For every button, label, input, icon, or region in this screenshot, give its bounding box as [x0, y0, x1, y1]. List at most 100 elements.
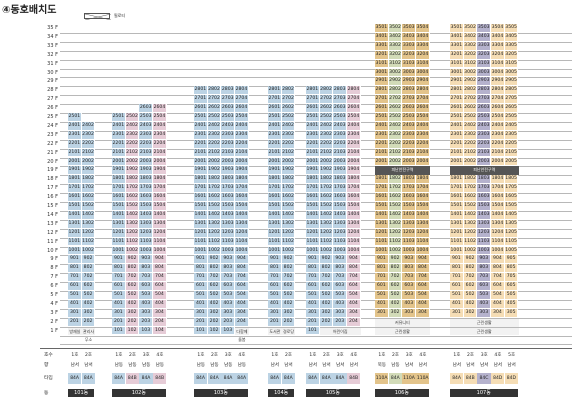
- pilotis-label: 관리사무소: [81, 327, 96, 342]
- unit-cell: 1004: [491, 246, 505, 256]
- unit-cell: 1502: [81, 202, 96, 211]
- unit-cell: 1702: [281, 184, 296, 194]
- unit-cell: 2802: [463, 86, 478, 96]
- unit-cell: 1304: [347, 219, 361, 229]
- unit-cell: 2003: [333, 157, 348, 167]
- unit-cell: 902: [281, 255, 296, 265]
- floor-label: 26 F: [47, 105, 58, 112]
- unit-cell: 1302: [125, 219, 140, 229]
- unit-cell: 2201: [375, 139, 389, 149]
- unit-cell: 2101: [268, 148, 282, 158]
- unit-cell: 1602: [463, 193, 478, 202]
- unit-cell: 1504: [235, 202, 249, 211]
- unit-cell: 3302: [388, 41, 403, 51]
- unit-cell: 2602: [388, 104, 403, 113]
- unit-cell: 1201: [450, 228, 464, 238]
- grid-line: [60, 59, 572, 61]
- type-label: 110A: [375, 373, 389, 384]
- unit-cell: 2503: [333, 113, 348, 122]
- floor-label: 5 F: [50, 292, 58, 298]
- unit-cell: 2402: [207, 121, 222, 131]
- unit-cell: 1402: [463, 210, 478, 220]
- pilotis-legend-box: [84, 13, 111, 20]
- unit-cell: 601: [375, 282, 389, 291]
- type-label: 84A: [112, 373, 126, 384]
- unit-cell: 804: [153, 264, 167, 274]
- unit-cell: 3301: [375, 41, 389, 51]
- unit-cell: 2504: [491, 113, 505, 122]
- unit-cell: 1504: [153, 202, 167, 211]
- floor-label: 32 F: [47, 51, 58, 58]
- unit-line-label: 4호: [350, 353, 358, 358]
- unit-cell: 504: [347, 291, 361, 300]
- type-label: 84A: [281, 373, 295, 384]
- floor-label: 25 F: [47, 114, 58, 120]
- unit-cell: 302: [81, 308, 96, 318]
- unit-cell: 2301: [112, 130, 126, 140]
- unit-cell: 2002: [319, 157, 334, 167]
- unit-cell: 3402: [463, 32, 478, 42]
- unit-cell: 3203: [477, 50, 492, 60]
- unit-cell: 3105: [504, 59, 519, 69]
- unit-cell: 401: [306, 299, 320, 309]
- unit-cell: 802: [463, 264, 478, 274]
- unit-cell: 1403: [221, 210, 236, 220]
- floor-label: 8 F: [50, 265, 58, 272]
- unit-cell: 402: [125, 299, 140, 309]
- unit-cell: 1802: [388, 175, 403, 185]
- unit-cell: 102: [125, 326, 140, 336]
- unit-cell: 701: [194, 273, 208, 283]
- unit-cell: 2103: [402, 148, 417, 158]
- unit-cell: 601: [450, 282, 464, 291]
- unit-cell: 1702: [207, 184, 222, 194]
- unit-cell: 2703: [402, 95, 417, 105]
- unit-cell: 501: [112, 291, 126, 300]
- unit-cell: 1401: [268, 210, 282, 220]
- unit-line-label: 4호: [156, 353, 164, 358]
- unit-cell: 2303: [333, 130, 348, 140]
- unit-cell: 501: [194, 291, 208, 300]
- unit-cell: 2102: [319, 148, 334, 158]
- unit-cell: 604: [416, 282, 430, 291]
- unit-cell: 3101: [450, 59, 464, 69]
- unit-cell: 1304: [416, 219, 430, 229]
- unit-line-label: 3호: [336, 353, 344, 358]
- direction-label: 남서: [452, 363, 461, 368]
- unit-cell: 2803: [221, 86, 236, 96]
- unit-cell: 1102: [81, 237, 96, 247]
- unit-cell: 2603: [139, 104, 154, 113]
- unit-cell: 2202: [463, 139, 478, 149]
- unit-cell: 404: [416, 299, 430, 309]
- unit-cell: 2301: [306, 130, 320, 140]
- unit-cell: 503: [139, 291, 154, 300]
- unit-cell: 2002: [463, 157, 478, 167]
- unit-cell: 2604: [416, 104, 430, 113]
- unit-cell: 1601: [68, 193, 82, 202]
- unit-cell: 3302: [463, 41, 478, 51]
- unit-cell: 1702: [125, 184, 140, 194]
- unit-cell: 1301: [375, 219, 389, 229]
- unit-cell: 603: [221, 282, 236, 291]
- unit-cell: 401: [68, 299, 82, 309]
- type-label: 84A: [207, 373, 221, 384]
- unit-cell: 1505: [504, 202, 519, 211]
- footer-row-head: 타입: [44, 376, 53, 381]
- unit-cell: 2402: [463, 121, 478, 131]
- unit-cell: 904: [347, 255, 361, 265]
- unit-cell: 3004: [416, 68, 430, 78]
- unit-cell: 2702: [319, 95, 334, 105]
- direction-label: 남동: [196, 363, 205, 368]
- unit-cell: 3401: [375, 32, 389, 42]
- unit-cell: 2201: [112, 139, 126, 149]
- type-label: 84A: [450, 373, 464, 384]
- unit-cell: 1105: [504, 237, 519, 247]
- unit-cell: 1503: [221, 202, 236, 211]
- unit-cell: 1204: [491, 228, 505, 238]
- unit-cell: 2302: [207, 130, 222, 140]
- facility-label: 근린생활: [375, 327, 430, 336]
- legend: 필로티: [84, 13, 140, 20]
- unit-cell: 1702: [388, 184, 403, 194]
- unit-cell: 602: [207, 282, 222, 291]
- floor-label: 12 F: [47, 229, 58, 236]
- floor-label: 35 F: [47, 25, 58, 31]
